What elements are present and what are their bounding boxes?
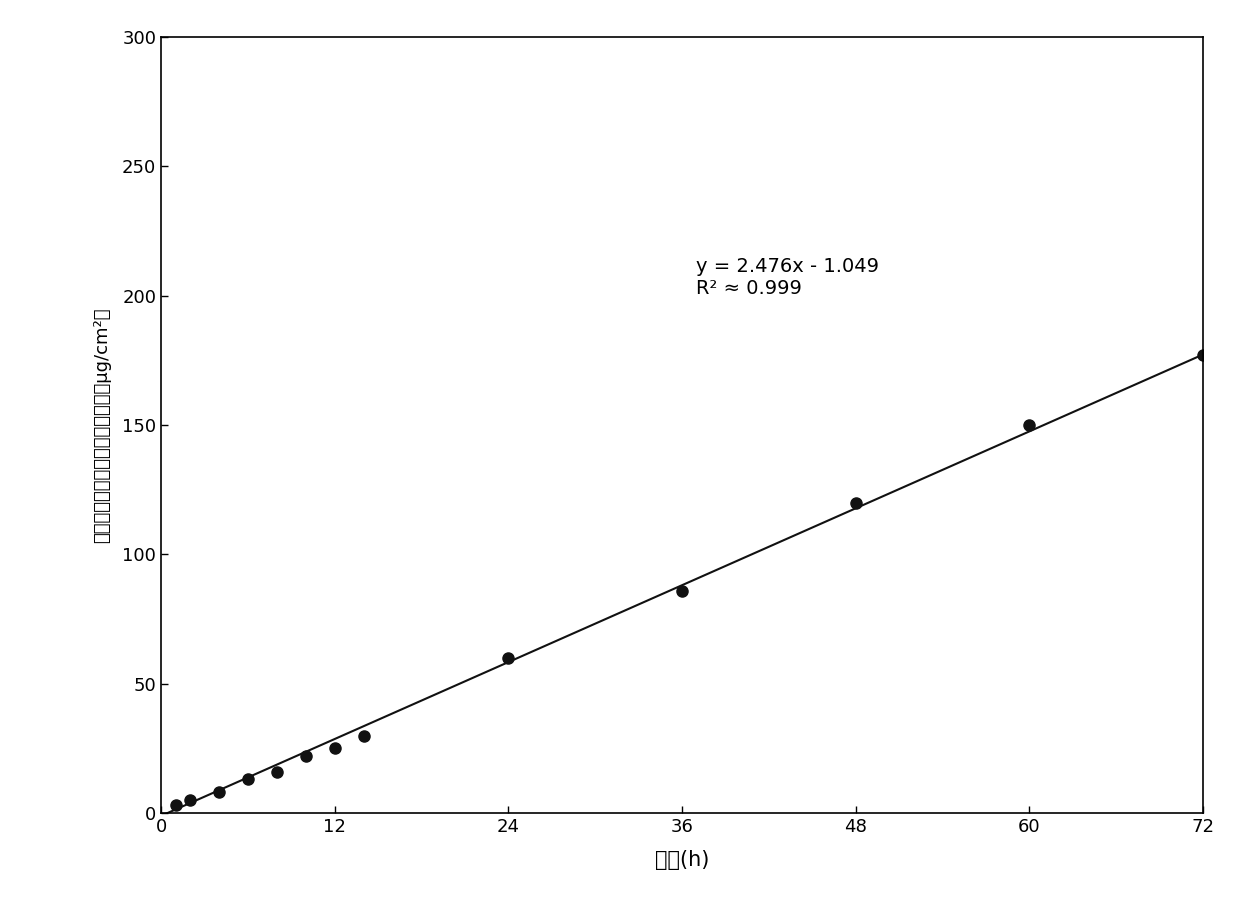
X-axis label: 时间(h): 时间(h): [655, 850, 709, 869]
Y-axis label: 尼索地平累积经大鼠皮肤渗透量（μg/cm²）: 尼索地平累积经大鼠皮肤渗透量（μg/cm²）: [93, 308, 110, 542]
Text: y = 2.476x - 1.049
R² ≈ 0.999: y = 2.476x - 1.049 R² ≈ 0.999: [697, 257, 879, 298]
